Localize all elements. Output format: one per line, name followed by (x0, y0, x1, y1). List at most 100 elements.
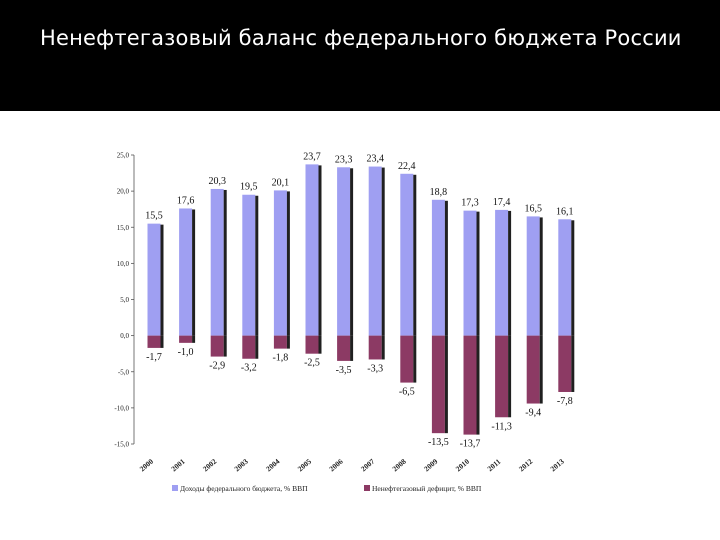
revenue-bar-shadow (413, 174, 417, 336)
x-category-label: 2003 (233, 457, 250, 474)
deficit-data-label: -7,8 (557, 396, 573, 407)
revenue-bar-shadow (255, 195, 259, 336)
revenue-bar (495, 209, 509, 336)
deficit-data-label: -13,7 (460, 439, 481, 450)
deficit-bar-shadow (508, 335, 512, 418)
revenue-data-label: 15,5 (145, 211, 163, 222)
revenue-bar (400, 173, 414, 336)
y-tick-label: -15,0 (114, 441, 129, 449)
legend-swatch-revenue (172, 485, 178, 491)
deficit-bar-shadow (223, 335, 227, 357)
x-category-label: 2006 (327, 457, 344, 474)
revenue-bar (337, 167, 351, 336)
deficit-bar (242, 335, 256, 359)
revenue-bar (147, 223, 161, 336)
deficit-bar-shadow (286, 335, 290, 349)
y-tick-label: 5,0 (120, 296, 129, 304)
deficit-data-label: -3,3 (367, 363, 383, 374)
deficit-bar (495, 335, 509, 418)
deficit-bar (273, 335, 287, 349)
revenue-bar (463, 210, 477, 336)
deficit-bar (147, 335, 161, 348)
revenue-bar-shadow (508, 210, 512, 336)
x-category-label: 2011 (486, 457, 503, 473)
deficit-bar-shadow (381, 335, 385, 360)
deficit-bar-shadow (444, 335, 448, 434)
deficit-bar (368, 335, 382, 360)
deficit-bar (558, 335, 572, 392)
revenue-bar (431, 199, 445, 336)
deficit-bar-shadow (539, 335, 543, 404)
deficit-bar (431, 335, 445, 434)
y-tick-label: 15,0 (117, 224, 130, 232)
x-category-label: 2004 (264, 457, 281, 474)
revenue-bar-shadow (381, 167, 385, 336)
deficit-bar (210, 335, 224, 357)
revenue-bar (526, 216, 540, 336)
deficit-bar (305, 335, 319, 354)
revenue-bar-shadow (350, 168, 354, 336)
deficit-data-label: -6,5 (399, 387, 415, 398)
y-tick-label: 0,0 (120, 332, 129, 340)
revenue-data-label: 23,3 (335, 154, 353, 165)
deficit-bar (526, 335, 540, 404)
deficit-bar-shadow (413, 335, 417, 383)
deficit-data-label: -1,0 (178, 347, 194, 358)
revenue-data-label: 23,4 (366, 154, 384, 165)
deficit-data-label: -3,5 (336, 365, 352, 376)
revenue-bar-shadow (539, 217, 543, 336)
revenue-data-label: 17,4 (493, 197, 511, 208)
legend-label-deficit: Ненефтегазовый дефицит, % ВВП (372, 484, 482, 493)
deficit-data-label: -2,5 (304, 358, 320, 369)
title-divider (0, 111, 720, 113)
x-category-label: 2013 (549, 457, 566, 474)
revenue-bar-shadow (223, 189, 227, 336)
revenue-data-label: 16,5 (524, 203, 542, 214)
revenue-bar-shadow (444, 200, 448, 336)
revenue-bar-shadow (318, 165, 322, 336)
revenue-bar (273, 190, 287, 336)
y-tick-label: 10,0 (117, 260, 130, 268)
revenue-data-label: 17,6 (177, 195, 195, 206)
revenue-data-label: 23,7 (303, 151, 321, 162)
x-category-label: 2000 (138, 457, 155, 474)
deficit-bar (337, 335, 351, 361)
revenue-bar (558, 219, 572, 336)
revenue-bar-shadow (476, 211, 480, 336)
revenue-bar (305, 164, 319, 336)
revenue-data-label: 22,4 (398, 161, 416, 172)
x-category-label: 2005 (296, 457, 313, 474)
revenue-bar-shadow (286, 191, 290, 336)
deficit-bar-shadow (571, 335, 575, 392)
deficit-data-label: -3,2 (241, 363, 257, 374)
revenue-data-label: 16,1 (556, 206, 574, 217)
x-category-label: 2007 (359, 457, 376, 474)
revenue-bar-shadow (571, 220, 575, 336)
x-category-label: 2009 (422, 457, 439, 474)
budget-balance-chart: 25,0 20,0 15,0 10,0 5,0 0,0 -5,0 -10,0 -15,0 15,5… (114, 151, 575, 493)
y-tick-label: -10,0 (114, 404, 129, 412)
revenue-data-label: 20,1 (272, 177, 290, 188)
deficit-data-label: -2,9 (209, 361, 225, 372)
deficit-bar-shadow (255, 335, 259, 359)
revenue-data-label: 19,5 (240, 182, 258, 193)
x-category-label: 2010 (454, 457, 471, 474)
revenue-bar (368, 166, 382, 336)
revenue-data-label: 20,3 (208, 176, 226, 187)
x-category-label: 2001 (169, 457, 186, 474)
revenue-bar (179, 208, 193, 336)
revenue-bar (210, 188, 224, 336)
x-category-label: 2002 (201, 457, 218, 474)
revenue-bar-shadow (192, 209, 196, 336)
deficit-data-label: -1,8 (272, 353, 288, 364)
deficit-data-label: -9,4 (525, 408, 541, 419)
deficit-data-label: -11,3 (491, 421, 511, 432)
y-tick-label: 20,0 (117, 188, 130, 196)
deficit-bar (179, 335, 193, 343)
deficit-bar-shadow (192, 335, 196, 343)
deficit-bar (463, 335, 477, 435)
deficit-data-label: -1,7 (146, 352, 162, 363)
deficit-bar-shadow (476, 335, 480, 435)
slide-title: Ненефтегазовый баланс федерального бюдже… (40, 26, 682, 50)
y-tick-label: -5,0 (118, 368, 130, 376)
